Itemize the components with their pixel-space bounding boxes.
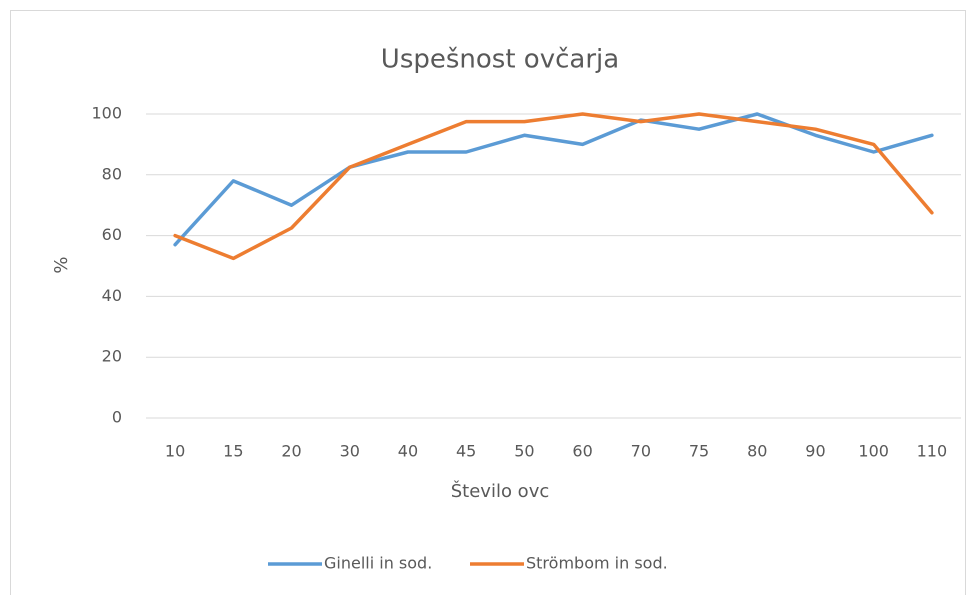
x-tick-label: 60: [572, 442, 592, 461]
y-tick-label: 0: [112, 408, 122, 427]
x-tick-label: 90: [805, 442, 825, 461]
x-tick-label: 80: [747, 442, 767, 461]
chart-title: Uspešnost ovčarja: [381, 45, 619, 75]
y-tick-label: 60: [102, 225, 122, 244]
x-axis-title: Število ovc: [451, 480, 550, 502]
y-tick-label: 80: [102, 164, 122, 183]
y-tick-label: 100: [91, 104, 122, 123]
y-axis-title: %: [51, 256, 72, 273]
y-tick-label: 20: [102, 347, 122, 366]
x-tick-label: 75: [689, 442, 709, 461]
x-tick-label: 10: [165, 442, 185, 461]
legend-label: Strömbom in sod.: [526, 554, 668, 573]
series-line: [173, 112, 934, 247]
x-tick-label: 70: [631, 442, 651, 461]
legend-label: Ginelli in sod.: [324, 554, 432, 573]
x-tick-label: 45: [456, 442, 476, 461]
x-tick-label: 100: [858, 442, 889, 461]
x-tick-label: 15: [223, 442, 243, 461]
x-tick-label: 40: [398, 442, 418, 461]
y-tick-label: 40: [102, 286, 122, 305]
x-tick-label: 30: [340, 442, 360, 461]
series-line: [173, 112, 934, 261]
x-tick-label: 50: [514, 442, 534, 461]
chart-border: [10, 10, 966, 595]
x-tick-label: 20: [281, 442, 301, 461]
x-tick-label: 110: [917, 442, 948, 461]
